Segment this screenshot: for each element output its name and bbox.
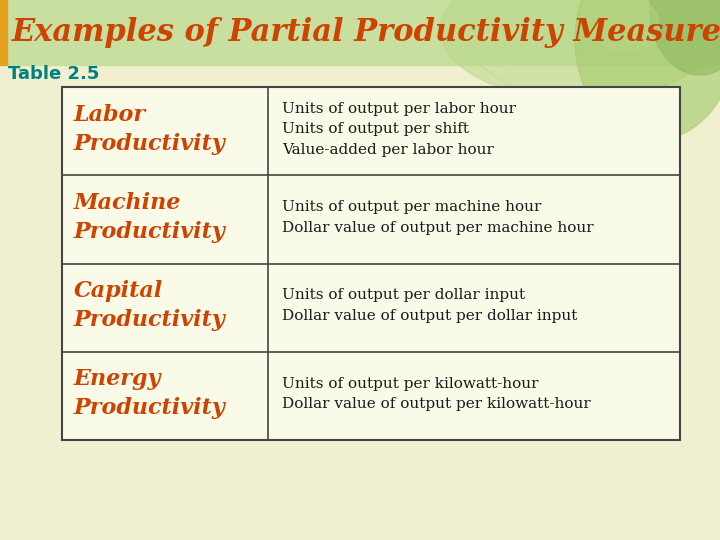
Text: Units of output per machine hour
Dollar value of output per machine hour: Units of output per machine hour Dollar … [282, 200, 593, 235]
Ellipse shape [575, 0, 720, 140]
Bar [62, 87, 680, 440]
Text: Units of output per labor hour
Units of output per shift
Value-added per labor h: Units of output per labor hour Units of … [282, 102, 516, 157]
Text: Units of output per dollar input
Dollar value of output per dollar input: Units of output per dollar input Dollar … [282, 288, 577, 323]
Text: Table 2.5: Table 2.5 [8, 65, 99, 83]
Text: Energy
Productivity: Energy Productivity [74, 368, 226, 419]
Bar [0, 0, 720, 65]
Ellipse shape [581, 0, 659, 51]
Text: Capital
Productivity: Capital Productivity [74, 280, 226, 331]
Text: Machine
Productivity: Machine Productivity [74, 192, 226, 243]
Bar [0, 0, 7, 65]
Text: Labor
Productivity: Labor Productivity [74, 104, 226, 154]
Ellipse shape [650, 0, 720, 75]
Text: Units of output per kilowatt-hour
Dollar value of output per kilowatt-hour: Units of output per kilowatt-hour Dollar… [282, 376, 590, 411]
Ellipse shape [440, 0, 720, 100]
Text: Examples of Partial Productivity Measures: Examples of Partial Productivity Measure… [12, 17, 720, 49]
